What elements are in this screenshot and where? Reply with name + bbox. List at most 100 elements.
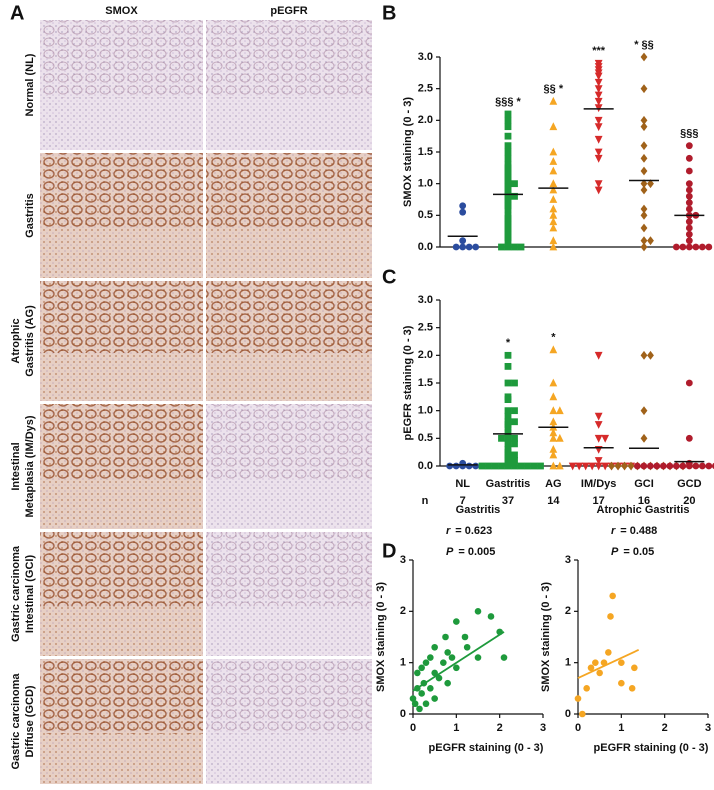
data-point: [549, 217, 558, 226]
data-point: [549, 242, 558, 251]
y-tick-label: 2.5: [418, 83, 433, 95]
data-point: [555, 461, 564, 470]
data-point: [444, 679, 451, 687]
data-point: [549, 445, 558, 453]
row-label: Atrophic: [10, 318, 22, 363]
data-point: [549, 433, 558, 442]
data-point: [461, 633, 469, 641]
data-point: [653, 462, 661, 470]
x-tick-label: 2: [662, 722, 668, 734]
statistic-value: = 0.488: [620, 525, 657, 537]
data-point: [465, 462, 473, 470]
data-point: [459, 462, 467, 470]
fit-line: [412, 631, 505, 692]
significance-annotation: §§§ *: [495, 96, 521, 108]
y-tick-label: 0.5: [418, 432, 433, 444]
data-point: [459, 243, 467, 251]
data-point: [549, 157, 558, 165]
y-tick-label: 2: [565, 605, 571, 617]
data-point: [549, 166, 558, 175]
data-point: [511, 451, 518, 459]
histology-glands: [206, 404, 372, 479]
n-value: 37: [502, 495, 514, 507]
significance-annotation: ***: [592, 45, 606, 57]
x-tick-label: 1: [453, 722, 459, 734]
data-point: [594, 180, 603, 189]
row-label: Gastritis: [24, 193, 36, 238]
data-point: [640, 210, 648, 220]
data-point: [517, 462, 525, 470]
data-point: [646, 462, 654, 470]
y-tick-label: 2.0: [418, 114, 433, 126]
data-point: [592, 659, 599, 666]
data-point: [640, 115, 648, 125]
data-point: [672, 243, 680, 251]
data-point: [685, 243, 693, 251]
significance-annotation: §§§: [680, 128, 698, 140]
data-point: [504, 243, 512, 251]
data-point: [511, 418, 518, 426]
n-value: 17: [593, 495, 605, 507]
data-point: [685, 230, 693, 238]
data-point: [504, 110, 512, 118]
data-point: [698, 462, 706, 470]
data-point: [685, 154, 693, 162]
data-point: [511, 192, 518, 200]
data-point: [685, 379, 693, 387]
data-point: [588, 462, 597, 471]
data-point: [618, 659, 625, 666]
x-tick-label: 0: [575, 722, 581, 734]
data-point: [511, 180, 518, 188]
y-axis-label: SMOX staining (0 - 3): [375, 582, 387, 692]
data-point: [608, 461, 615, 471]
x-tick-label: 1: [618, 722, 624, 734]
data-point: [685, 199, 693, 207]
data-point: [640, 236, 648, 246]
data-point: [440, 659, 447, 666]
data-point: [628, 685, 636, 692]
data-point: [549, 195, 558, 203]
data-point: [504, 423, 512, 431]
data-point: [463, 643, 471, 651]
data-point: [549, 179, 558, 188]
x-tick-label: 0: [410, 722, 416, 734]
data-point: [666, 462, 674, 470]
data-point: [640, 462, 648, 470]
n-value: 7: [460, 495, 466, 507]
data-point: [549, 428, 558, 437]
data-point: [431, 669, 438, 677]
x-axis-label: pEGFR staining (0 - 3): [594, 742, 709, 754]
histology-glands: [206, 281, 372, 353]
row-label: Metaplasia (IM/Dys): [24, 415, 36, 517]
histology-glands: [206, 532, 372, 607]
data-point: [587, 664, 595, 672]
y-axis-label: pEGFR staining (0 - 3): [402, 325, 414, 440]
data-point: [631, 664, 638, 672]
data-point: [504, 148, 512, 156]
chart-title: Gastritis: [456, 504, 501, 516]
data-point: [446, 462, 454, 470]
data-point: [474, 654, 482, 661]
data-point: [633, 462, 641, 470]
data-point: [504, 351, 512, 359]
panel-label: C: [382, 266, 396, 288]
data-point: [504, 379, 512, 387]
data-point: [685, 462, 693, 470]
data-point: [452, 243, 460, 251]
y-tick-label: 0: [400, 708, 406, 720]
data-point: [448, 654, 456, 661]
histology-glands: [40, 153, 203, 228]
histology-glands: [206, 659, 372, 734]
data-point: [640, 179, 648, 189]
data-point: [679, 462, 687, 470]
data-point: [431, 695, 438, 702]
statistic: r = 0.623: [446, 525, 492, 537]
data-point: [596, 669, 603, 677]
data-point: [640, 84, 648, 94]
data-point: [504, 396, 512, 403]
data-point: [549, 96, 558, 105]
data-point: [504, 142, 512, 150]
data-point: [478, 462, 486, 470]
data-point: [500, 654, 508, 661]
data-point: [640, 223, 648, 233]
